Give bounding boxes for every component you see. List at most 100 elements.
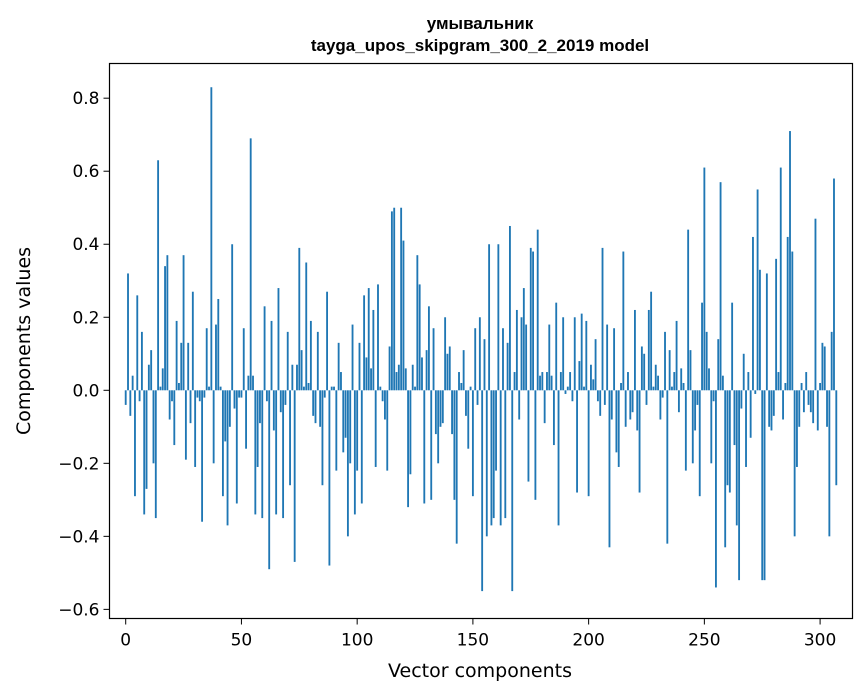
bar-181	[543, 390, 546, 424]
bar-109	[377, 284, 379, 391]
bar-5	[136, 295, 139, 391]
bar-228	[652, 386, 655, 391]
bar-140	[448, 346, 451, 391]
bar-79	[307, 382, 310, 391]
bar-58	[259, 390, 261, 424]
bar-7	[140, 331, 143, 391]
bar-278	[768, 390, 771, 427]
bar-207	[603, 390, 606, 405]
bar-61	[265, 390, 268, 402]
bar-300	[819, 382, 822, 391]
bar-108	[374, 390, 377, 467]
bar-70	[286, 331, 289, 391]
bar-288	[791, 251, 794, 391]
bar-37	[210, 87, 213, 391]
bar-277	[765, 273, 768, 391]
bar-303	[826, 390, 828, 427]
bar-226	[647, 309, 650, 391]
bar-284	[782, 390, 784, 420]
bar-185	[552, 390, 555, 446]
bar-80	[309, 320, 312, 391]
bar-231	[659, 390, 662, 420]
bar-244	[689, 350, 692, 391]
bar-44	[226, 390, 229, 526]
bar-67	[279, 390, 282, 413]
bar-139	[446, 353, 449, 391]
bar-13	[154, 390, 157, 519]
bar-249	[701, 302, 703, 391]
bar-158	[490, 390, 493, 526]
y-tick-label: 0.6	[72, 162, 99, 182]
bar-282	[777, 372, 780, 391]
y-tick-label: −0.2	[58, 454, 99, 474]
bar-30	[194, 390, 197, 467]
bar-234	[666, 390, 669, 544]
bar-132	[430, 390, 433, 500]
bar-126	[416, 255, 419, 391]
bar-262	[731, 302, 734, 391]
bar-290	[796, 390, 798, 467]
bar-12	[152, 390, 155, 464]
bar-157	[488, 244, 491, 391]
bar-59	[261, 390, 264, 519]
bar-192	[569, 372, 572, 391]
bar-31	[196, 390, 199, 398]
bar-186	[555, 302, 558, 391]
bar-56	[254, 390, 257, 515]
bar-198	[583, 386, 585, 391]
bar-117	[395, 372, 398, 391]
bar-143	[455, 390, 458, 544]
bar-81	[312, 390, 315, 416]
bar-49	[238, 390, 241, 398]
bar-107	[372, 309, 375, 391]
bar-210	[610, 390, 613, 420]
bar-75	[298, 247, 301, 391]
bar-19	[168, 390, 171, 420]
bar-196	[578, 361, 581, 391]
bar-45	[228, 390, 231, 427]
bar-179	[539, 375, 541, 391]
bar-304	[828, 390, 831, 537]
bar-73	[293, 390, 296, 562]
bar-164	[504, 390, 507, 519]
bar-161	[497, 244, 500, 391]
bar-264	[735, 390, 738, 526]
bar-180	[541, 372, 544, 391]
bar-18	[166, 255, 169, 391]
bar-222	[638, 390, 641, 493]
bar-297	[812, 390, 815, 424]
bar-268	[745, 390, 747, 467]
bar-4	[134, 390, 136, 497]
bar-53	[247, 375, 250, 391]
x-axis-ticks: 0 50 100 150 200 250 300	[120, 618, 836, 651]
bars-group	[124, 87, 838, 592]
bar-237	[673, 372, 676, 391]
bar-152	[476, 390, 479, 405]
bar-104	[365, 357, 368, 391]
bar-124	[411, 364, 414, 391]
chart-subtitle: tayga_upos_skipgram_300_2_2019 model	[311, 36, 649, 55]
bar-286	[786, 236, 789, 391]
bar-296	[809, 390, 812, 413]
bar-267	[742, 353, 745, 391]
y-tick-label: 0.8	[72, 89, 99, 109]
bar-223	[640, 346, 643, 391]
bar-50	[240, 390, 243, 398]
bar-88	[328, 390, 331, 566]
bar-269	[747, 372, 750, 391]
bar-256	[717, 339, 720, 391]
bar-187	[557, 390, 560, 526]
bar-40	[217, 299, 220, 391]
x-tick-label: 0	[120, 631, 131, 651]
bar-34	[203, 390, 206, 398]
bar-167	[511, 390, 514, 592]
bar-8	[143, 390, 146, 515]
bar-111	[381, 390, 384, 402]
bar-272	[754, 390, 757, 394]
bar-209	[608, 390, 611, 548]
bar-93	[340, 372, 342, 391]
bar-154	[481, 390, 484, 592]
bar-219	[631, 390, 634, 413]
bar-48	[235, 390, 238, 504]
